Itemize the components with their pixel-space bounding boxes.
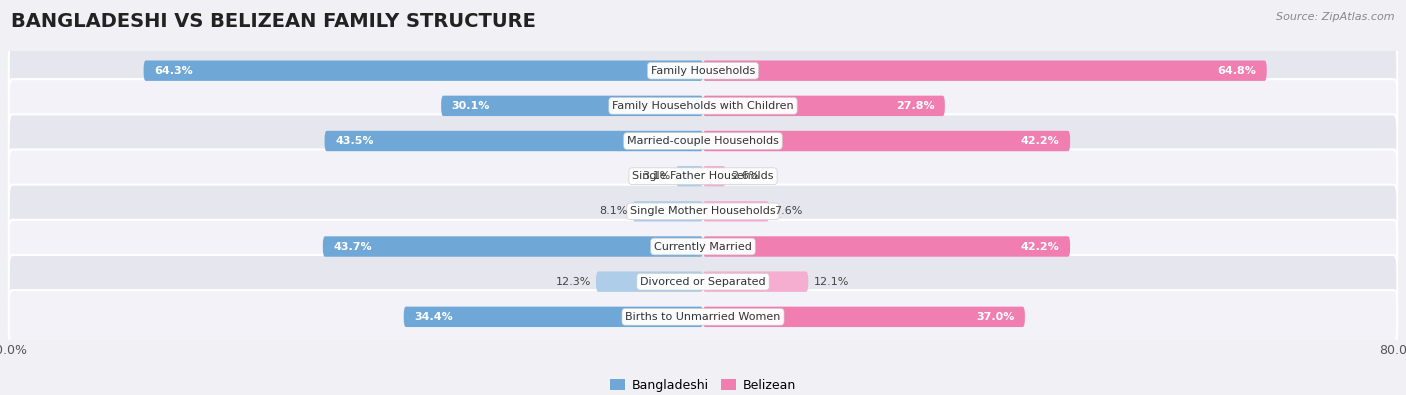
Text: 34.4%: 34.4% [415, 312, 453, 322]
Text: 37.0%: 37.0% [976, 312, 1015, 322]
Text: Divorced or Separated: Divorced or Separated [640, 276, 766, 287]
Text: Births to Unmarried Women: Births to Unmarried Women [626, 312, 780, 322]
FancyBboxPatch shape [703, 271, 808, 292]
Text: 3.1%: 3.1% [643, 171, 671, 181]
Text: 30.1%: 30.1% [451, 101, 489, 111]
Text: Currently Married: Currently Married [654, 241, 752, 252]
Text: 7.6%: 7.6% [775, 206, 803, 216]
FancyBboxPatch shape [441, 96, 703, 116]
Text: 42.2%: 42.2% [1021, 241, 1060, 252]
FancyBboxPatch shape [8, 79, 1398, 133]
FancyBboxPatch shape [596, 271, 703, 292]
FancyBboxPatch shape [8, 255, 1398, 308]
FancyBboxPatch shape [8, 184, 1398, 238]
FancyBboxPatch shape [703, 60, 1267, 81]
Text: 43.7%: 43.7% [333, 241, 373, 252]
Text: 8.1%: 8.1% [599, 206, 627, 216]
FancyBboxPatch shape [633, 201, 703, 222]
FancyBboxPatch shape [8, 44, 1398, 98]
Text: 43.5%: 43.5% [335, 136, 374, 146]
FancyBboxPatch shape [8, 114, 1398, 168]
FancyBboxPatch shape [703, 236, 1070, 257]
Text: BANGLADESHI VS BELIZEAN FAMILY STRUCTURE: BANGLADESHI VS BELIZEAN FAMILY STRUCTURE [11, 12, 536, 31]
FancyBboxPatch shape [8, 220, 1398, 273]
FancyBboxPatch shape [703, 131, 1070, 151]
FancyBboxPatch shape [703, 201, 769, 222]
FancyBboxPatch shape [703, 166, 725, 186]
FancyBboxPatch shape [325, 131, 703, 151]
FancyBboxPatch shape [676, 166, 703, 186]
FancyBboxPatch shape [143, 60, 703, 81]
Text: Married-couple Households: Married-couple Households [627, 136, 779, 146]
Text: 12.3%: 12.3% [555, 276, 591, 287]
Text: Single Father Households: Single Father Households [633, 171, 773, 181]
FancyBboxPatch shape [8, 149, 1398, 203]
Text: Family Households: Family Households [651, 66, 755, 76]
Text: Single Mother Households: Single Mother Households [630, 206, 776, 216]
FancyBboxPatch shape [404, 307, 703, 327]
FancyBboxPatch shape [323, 236, 703, 257]
Text: 64.8%: 64.8% [1218, 66, 1257, 76]
FancyBboxPatch shape [8, 290, 1398, 344]
FancyBboxPatch shape [703, 307, 1025, 327]
Text: 64.3%: 64.3% [155, 66, 193, 76]
Text: 42.2%: 42.2% [1021, 136, 1060, 146]
Text: 12.1%: 12.1% [814, 276, 849, 287]
Text: Source: ZipAtlas.com: Source: ZipAtlas.com [1277, 12, 1395, 22]
Text: Family Households with Children: Family Households with Children [612, 101, 794, 111]
Legend: Bangladeshi, Belizean: Bangladeshi, Belizean [606, 374, 800, 395]
FancyBboxPatch shape [703, 96, 945, 116]
Text: 27.8%: 27.8% [896, 101, 935, 111]
Text: 2.6%: 2.6% [731, 171, 759, 181]
